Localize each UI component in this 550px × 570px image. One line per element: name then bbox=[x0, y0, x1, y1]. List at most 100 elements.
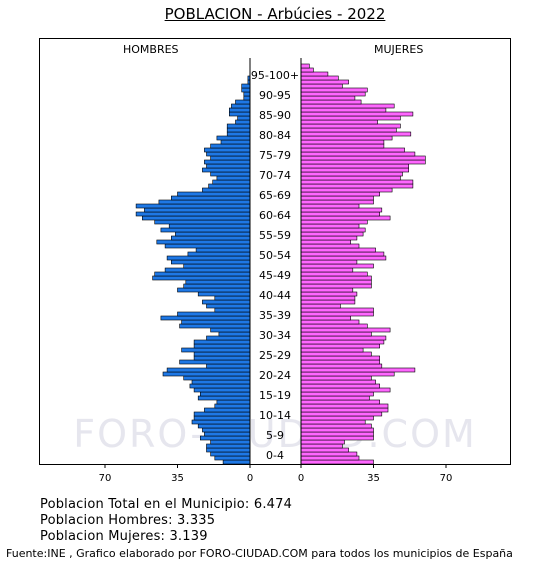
men-bar bbox=[197, 291, 251, 297]
age-label: 5-9 bbox=[266, 429, 284, 442]
men-bar bbox=[214, 455, 251, 461]
women-bar bbox=[300, 303, 341, 309]
men-bar bbox=[166, 367, 251, 373]
women-bar bbox=[300, 235, 358, 241]
men-bar bbox=[218, 331, 251, 337]
women-bar bbox=[300, 431, 374, 437]
men-bar bbox=[202, 427, 251, 433]
men-bar bbox=[142, 215, 251, 221]
men-bar bbox=[206, 363, 251, 369]
men-bar bbox=[214, 307, 251, 313]
women-bar bbox=[300, 135, 393, 141]
women-population: Poblacion Mujeres: 3.139 bbox=[40, 529, 208, 544]
watermark: FORO-CIUDAD.COM bbox=[73, 412, 477, 456]
women-bar bbox=[300, 171, 403, 177]
men-bar bbox=[216, 399, 251, 405]
men-bar bbox=[197, 423, 251, 429]
women-bar bbox=[300, 447, 349, 453]
women-bar bbox=[300, 179, 414, 185]
men-bar bbox=[168, 223, 251, 229]
women-bar bbox=[300, 327, 391, 333]
men-bar bbox=[152, 275, 251, 281]
women-bar bbox=[300, 227, 366, 233]
women-bar bbox=[300, 187, 393, 193]
age-label: 15-19 bbox=[259, 389, 291, 402]
men-bar bbox=[177, 287, 251, 293]
men-bar bbox=[156, 239, 251, 245]
men-bar bbox=[144, 207, 251, 213]
women-bar bbox=[300, 427, 374, 433]
women-bar bbox=[300, 255, 387, 261]
women-bar bbox=[300, 459, 374, 465]
men-bar bbox=[193, 411, 251, 417]
men-bar bbox=[212, 179, 251, 185]
women-bar bbox=[300, 183, 414, 189]
age-label: 35-39 bbox=[259, 309, 291, 322]
men-bars bbox=[135, 75, 251, 465]
women-bar bbox=[300, 167, 409, 173]
women-bar bbox=[300, 115, 401, 121]
women-bar bbox=[300, 195, 374, 201]
men-bar bbox=[154, 219, 251, 225]
men-bar bbox=[202, 299, 251, 305]
women-bar bbox=[300, 155, 426, 161]
women-bar bbox=[300, 119, 378, 125]
age-label: 75-79 bbox=[259, 149, 291, 162]
men-bar bbox=[181, 319, 251, 325]
men-bar bbox=[241, 83, 251, 89]
men-bar bbox=[206, 335, 251, 341]
women-bar bbox=[300, 279, 372, 285]
men-bar bbox=[166, 255, 251, 261]
age-label: 10-14 bbox=[259, 409, 291, 422]
men-bar bbox=[171, 235, 251, 241]
men-bar bbox=[200, 391, 251, 397]
men-bar bbox=[187, 251, 251, 257]
women-bar bbox=[300, 375, 372, 381]
men-bar bbox=[135, 203, 251, 209]
men-bar bbox=[171, 259, 251, 265]
women-bar bbox=[300, 347, 364, 353]
age-labels: 0-4 5-9 10-14 15-19 20-24 25-29 30-34 35-39 40-4… bbox=[251, 69, 299, 462]
men-bar bbox=[237, 115, 251, 121]
men-bar bbox=[204, 431, 251, 437]
men-tick-label: 0 bbox=[247, 473, 253, 484]
women-bar bbox=[300, 75, 339, 81]
women-bar bbox=[300, 455, 360, 461]
age-label: 45-49 bbox=[259, 269, 291, 282]
women-bar bbox=[300, 439, 345, 445]
men-bar bbox=[204, 407, 251, 413]
women-tick-label: 0 bbox=[298, 473, 304, 484]
men-bar bbox=[220, 139, 251, 145]
women-bar bbox=[300, 79, 349, 85]
men-bar bbox=[181, 347, 251, 353]
age-label: 80-84 bbox=[259, 129, 291, 142]
women-bar bbox=[300, 379, 376, 385]
women-bar bbox=[300, 419, 366, 425]
men-bar bbox=[183, 375, 251, 381]
age-label: 30-34 bbox=[259, 329, 291, 342]
men-tick-label: 70 bbox=[99, 473, 112, 484]
women-bar bbox=[300, 363, 383, 369]
chart-frame bbox=[39, 38, 511, 465]
age-label: 70-74 bbox=[259, 169, 291, 182]
women-bar bbox=[300, 147, 405, 153]
men-bar bbox=[243, 95, 251, 101]
total-population: Poblacion Total en el Municipio: 6.474 bbox=[40, 497, 293, 512]
men-bar bbox=[177, 191, 251, 197]
men-bar bbox=[226, 131, 251, 137]
women-bar bbox=[300, 351, 372, 357]
women-bar bbox=[300, 263, 374, 269]
men-bar bbox=[210, 439, 251, 445]
women-bar bbox=[300, 311, 374, 317]
men-bar bbox=[154, 271, 251, 277]
men-bar bbox=[210, 327, 251, 333]
men-bar bbox=[195, 247, 251, 253]
women-bar bbox=[300, 371, 395, 377]
men-bar bbox=[171, 195, 251, 201]
men-bar bbox=[193, 387, 251, 393]
women-bar bbox=[300, 275, 372, 281]
women-header: MUJERES bbox=[374, 43, 424, 56]
women-bar bbox=[300, 191, 380, 197]
men-bar bbox=[204, 159, 251, 165]
